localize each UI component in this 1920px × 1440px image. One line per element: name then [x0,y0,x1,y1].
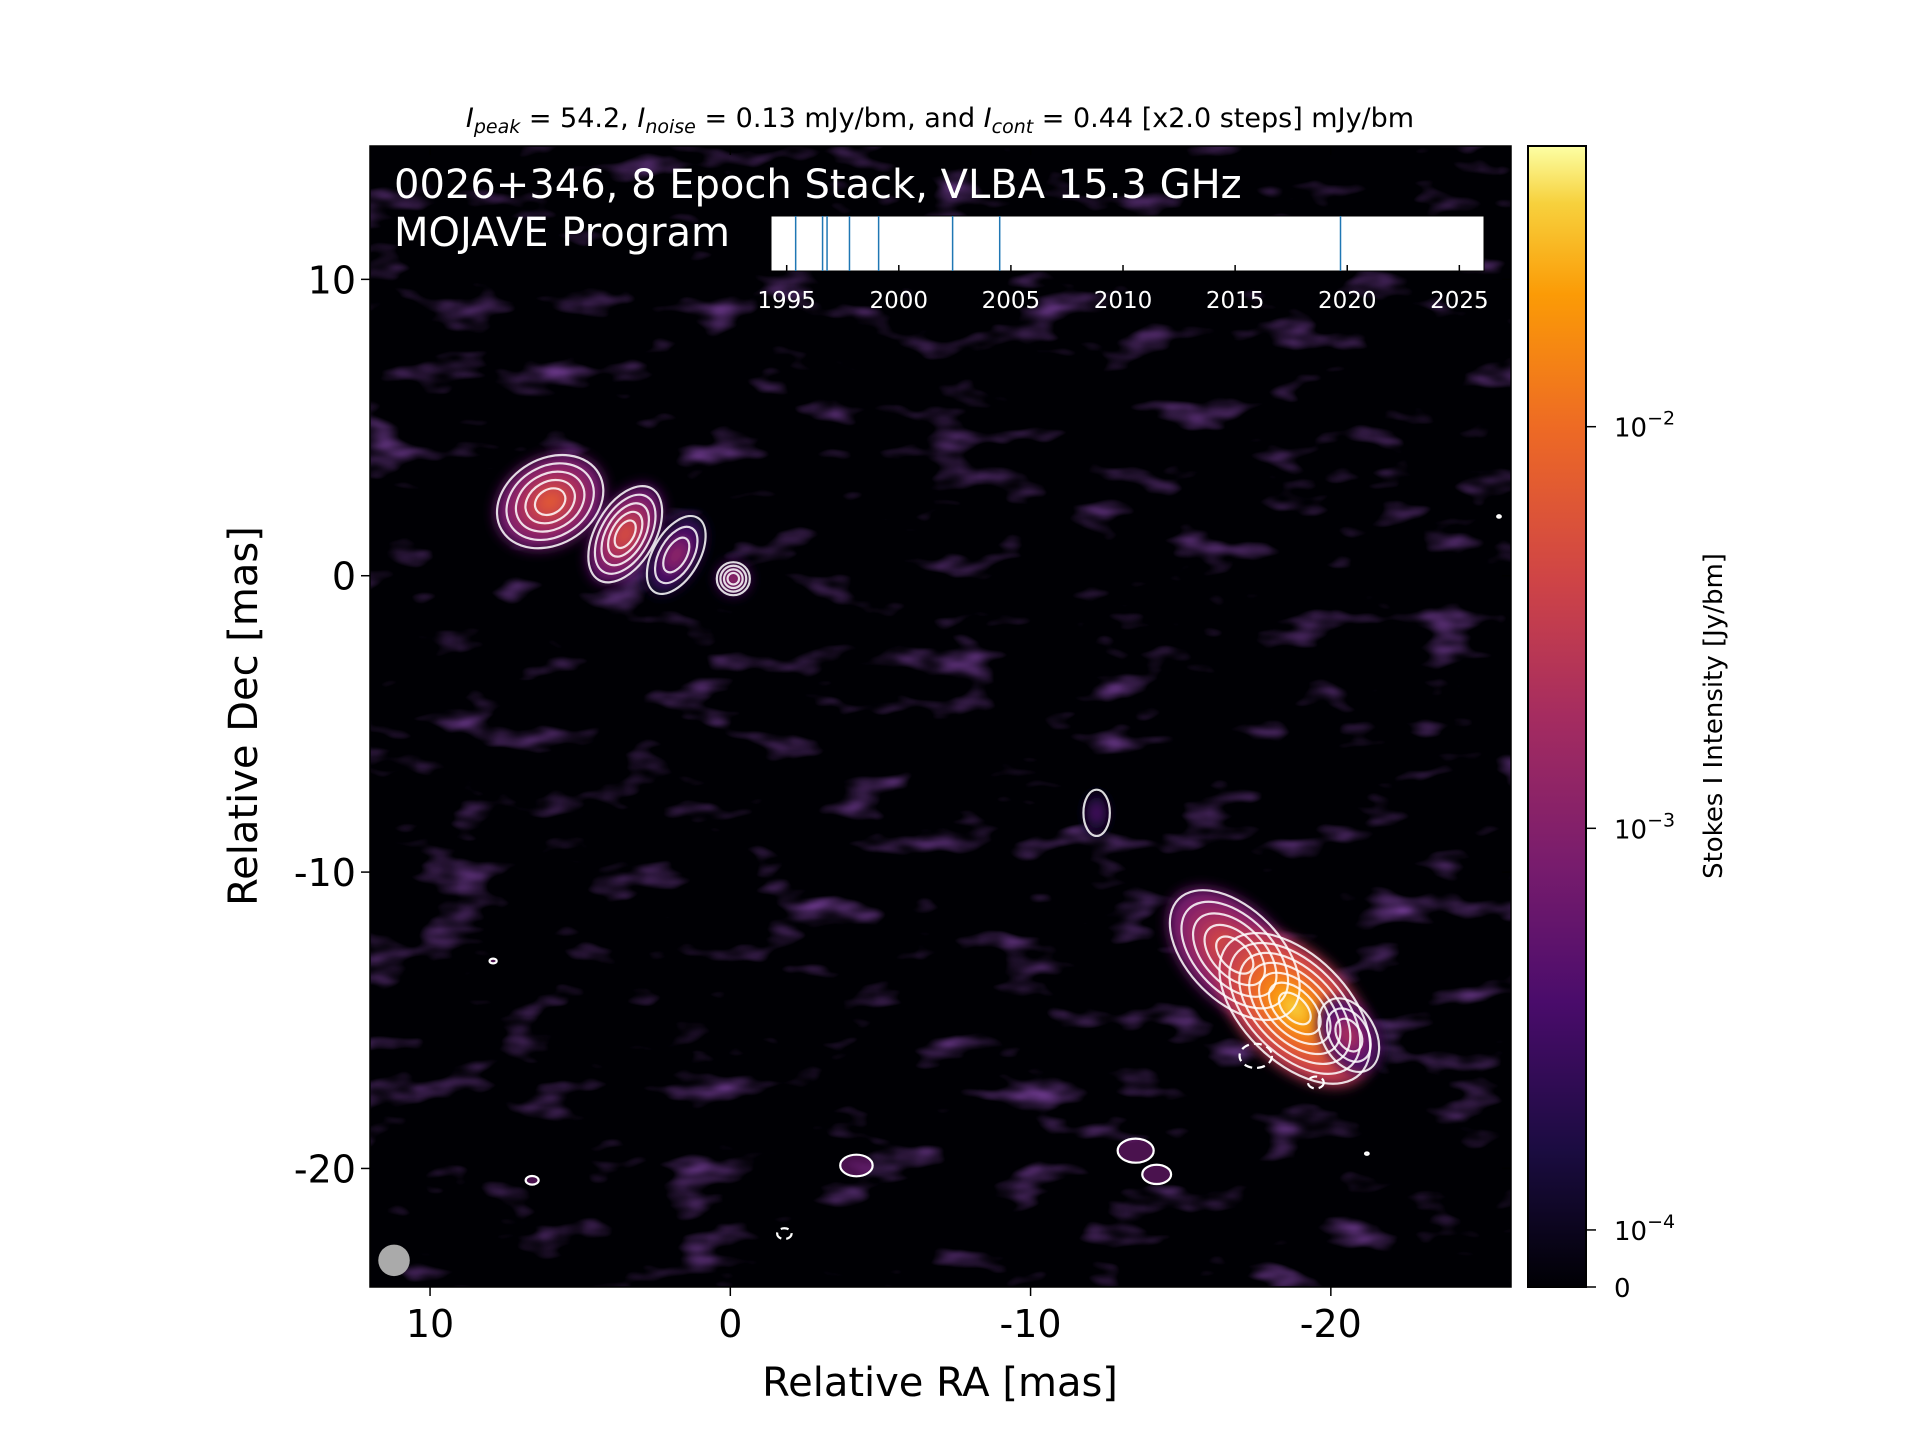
contour [1168,889,1301,1022]
contour [587,485,664,584]
timeline-tick-label: 2020 [1318,288,1377,314]
x-tick-label: -10 [1000,1302,1062,1346]
contour [606,510,644,558]
contour [719,564,748,593]
program-annotation: MOJAVE Program [394,210,730,256]
emission-shell [731,576,736,581]
contour-group [495,453,605,550]
contour-layer [488,453,1502,1241]
contour [524,1174,540,1186]
contour [1180,900,1290,1010]
colorbar-tick-label: 10−2 [1614,408,1675,444]
plot-frame [369,145,1512,1288]
y-tick-label: -20 [294,1147,356,1191]
contour [488,957,498,965]
chart-title: Ipeak = 54.2, Inoise = 0.13 mJy/bm, and … [466,103,1414,138]
contour [533,487,567,517]
negative-contour [1238,1042,1274,1070]
image-plot: 10 0 -10 -20 10 0 -10 -20 0026+346, 8 Epoch St… [294,145,1512,1346]
timeline-tick-label: 2005 [982,288,1041,314]
contour [662,536,691,574]
timeline-tick-label: 2000 [870,288,929,314]
contour [505,462,595,542]
negative-contour [776,1227,793,1241]
contour-group [1218,932,1372,1085]
contour-group [587,485,664,584]
y-axis-ticks: 10 0 -10 -20 [294,258,1511,1191]
contour [1496,514,1502,519]
contour [653,525,699,585]
colorbar-ticks: 10−2 10−3 10−4 0 [1586,408,1675,1304]
emission-shell [544,496,556,507]
contour [1334,1017,1364,1053]
y-tick-label: 0 [332,555,356,599]
emission-shell [673,550,680,560]
contour-group [645,514,707,596]
x-tick-label: -20 [1300,1302,1362,1346]
contour [600,502,651,567]
contour [1141,1163,1173,1186]
timeline-tick-label: 2025 [1430,288,1489,314]
timeline-box [770,215,1485,272]
emission-blob [525,1175,539,1185]
contour [495,453,605,550]
contour [1258,971,1332,1046]
contour [593,493,657,575]
timeline-ticks: 1995 2000 2005 2010 2015 2020 2025 [757,265,1489,314]
colorbar-tick-label: 10−4 [1614,1211,1675,1247]
contour [1218,932,1372,1085]
contour-group [1082,788,1111,838]
negative-contour [1306,1075,1325,1090]
colorbar-tick-label: 0 [1614,1274,1631,1304]
contour [514,470,586,533]
contour-group [1317,997,1381,1073]
x-axis-label: Relative RA [mas] [762,1360,1118,1406]
contour [726,571,741,586]
y-axis-label: Relative Dec [mas] [221,526,267,906]
contour [1116,1137,1155,1164]
contour [1325,1007,1372,1063]
contour-group [715,561,751,597]
epoch-lines [794,216,1342,271]
epoch-timeline: 1995 2000 2005 2010 2015 2020 2025 [757,215,1489,314]
y-tick-label: -10 [294,851,356,895]
emission-shell [1286,1000,1303,1017]
x-axis-ticks: 10 0 -10 -20 [406,146,1362,1346]
timeline-tick-label: 2010 [1094,288,1153,314]
colorbar: 10−2 10−3 10−4 0 Stokes I Intensity [Jy/bm] [1527,145,1729,1304]
beam-layer [378,1244,410,1277]
contour [1317,997,1381,1073]
contour [1277,991,1312,1026]
contour [524,478,576,525]
emission-shell [621,529,630,540]
emission-shell [1095,810,1099,816]
timeline-tick-label: 1995 [757,288,816,314]
contour [1082,788,1111,838]
x-tick-label: 0 [718,1302,742,1346]
contour [1363,1151,1370,1156]
noise-background [370,146,1511,1287]
contour [1267,981,1322,1036]
colorbar-label: Stokes I Intensity [Jy/bm] [1699,553,1729,879]
emission-blob [840,1154,873,1177]
colorbar-tick-label: 10−3 [1614,809,1675,845]
emission-blob [1117,1138,1154,1163]
timeline-tick-label: 2015 [1206,288,1265,314]
contour [839,1153,874,1178]
x-tick-label: 10 [406,1302,454,1346]
contour [645,514,707,596]
y-tick-label: 10 [308,258,356,302]
colorbar-gradient [1527,145,1587,1288]
contour [1228,941,1362,1075]
emission-component [1082,788,1111,837]
contour [722,568,744,590]
contour [715,561,751,597]
emission-blob [1142,1164,1172,1184]
source-annotation: 0026+346, 8 Epoch Stack, VLBA 15.3 GHz [394,162,1242,208]
beam-ellipse [378,1244,410,1277]
contour [613,519,637,550]
